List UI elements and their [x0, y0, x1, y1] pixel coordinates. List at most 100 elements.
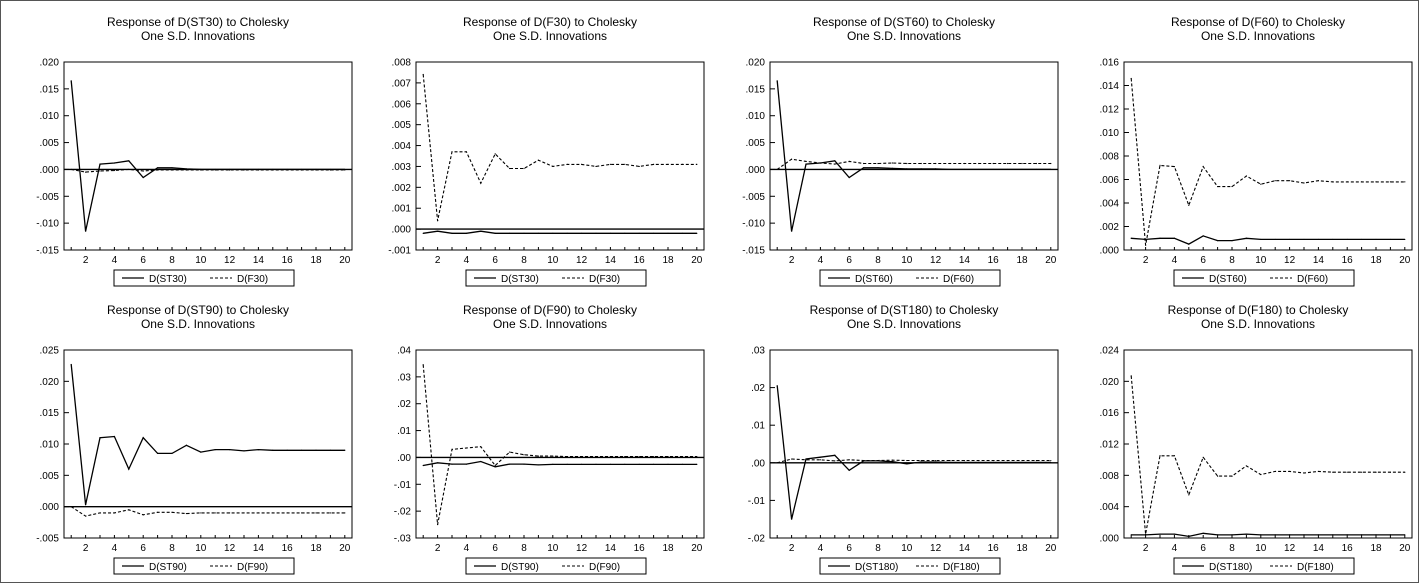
x-tick-label: 20 — [1399, 255, 1411, 266]
x-tick-label: 18 — [310, 543, 322, 554]
data-point — [537, 232, 539, 234]
data-point — [1007, 459, 1009, 462]
y-tick-label: .000 — [746, 165, 766, 176]
series-line-solid — [776, 80, 1051, 232]
data-point — [819, 456, 821, 458]
data-point — [494, 466, 496, 468]
data-point — [1332, 534, 1334, 536]
series-line-solid — [423, 460, 697, 468]
data-point — [70, 363, 72, 366]
data-point — [863, 167, 865, 169]
data-point — [609, 232, 611, 234]
data-point — [1404, 181, 1406, 183]
y-tick-label: .010 — [746, 111, 766, 122]
series-line-solid — [70, 80, 345, 232]
data-point — [667, 163, 669, 165]
plot-area — [1123, 349, 1413, 539]
data-point — [480, 446, 482, 448]
data-point — [329, 169, 331, 171]
data-point — [552, 455, 554, 457]
data-point — [963, 168, 965, 171]
x-tick-label: 12 — [1284, 255, 1296, 266]
data-point — [465, 232, 467, 234]
data-point — [509, 232, 511, 234]
data-point — [422, 232, 424, 234]
y-tick-label: .010 — [1100, 128, 1120, 139]
x-tick-label: 2 — [83, 255, 89, 266]
data-point — [595, 232, 597, 234]
legend-box — [1173, 269, 1355, 287]
x-tick-label: 8 — [521, 543, 527, 554]
data-point — [624, 232, 626, 234]
data-point — [537, 159, 539, 161]
data-point — [776, 168, 778, 171]
data-point — [523, 454, 525, 456]
x-tick-label: 18 — [310, 255, 322, 266]
y-tick-label: .008 — [1100, 471, 1120, 482]
data-point — [1159, 533, 1161, 535]
legend-label: D(ST180) — [1209, 562, 1252, 573]
data-point — [128, 509, 130, 511]
data-point — [791, 518, 793, 520]
data-point — [609, 463, 611, 466]
data-point — [963, 459, 965, 462]
data-point — [696, 463, 698, 466]
data-point — [1145, 533, 1147, 535]
chart-title: Response of D(F30) to Cholesky — [463, 15, 637, 29]
data-point — [1361, 238, 1363, 241]
data-point — [1389, 534, 1391, 536]
data-point — [581, 456, 583, 458]
data-point — [978, 461, 980, 464]
x-tick-label: 4 — [818, 255, 824, 266]
data-point — [1245, 237, 1247, 239]
x-tick-label: 20 — [1045, 255, 1057, 266]
irf-panel: Response of D(F180) to Cholesky One S.D. … — [1066, 296, 1418, 581]
data-point — [1130, 375, 1132, 377]
data-point — [949, 162, 951, 165]
data-point — [1389, 181, 1391, 183]
legend-label: D(F60) — [943, 274, 974, 285]
legend-label: D(ST90) — [149, 562, 187, 573]
data-point — [848, 459, 850, 461]
y-tick-label: .020 — [746, 58, 766, 69]
data-point — [1375, 471, 1377, 473]
x-tick-label: 10 — [1255, 543, 1267, 554]
data-point — [581, 232, 583, 234]
chart-title: Response of D(ST180) to Cholesky — [810, 303, 999, 317]
data-point — [624, 163, 626, 165]
data-point — [776, 80, 778, 82]
series-line-dashed — [422, 74, 697, 221]
data-point — [595, 463, 597, 466]
data-point — [286, 169, 288, 171]
data-point — [185, 169, 187, 171]
data-point — [113, 435, 115, 438]
data-point — [992, 162, 994, 165]
chart-subtitle: One S.D. Innovations — [847, 317, 961, 331]
y-tick-label: .000 — [40, 502, 60, 513]
data-point — [113, 169, 115, 172]
data-point — [1317, 534, 1319, 536]
data-point — [834, 460, 836, 462]
data-point — [494, 464, 496, 467]
plot-area — [63, 349, 353, 539]
data-point — [142, 176, 144, 179]
series-line-solid — [1131, 532, 1405, 538]
y-tick-label: .008 — [392, 58, 412, 69]
x-tick-label: 20 — [339, 255, 351, 266]
data-point — [848, 176, 850, 179]
x-tick-label: 10 — [195, 543, 207, 554]
data-point — [963, 461, 965, 464]
data-point — [1404, 471, 1406, 473]
chart-subtitle: One S.D. Innovations — [847, 29, 961, 43]
legend-label: D(F90) — [589, 562, 620, 573]
data-point — [638, 232, 640, 234]
x-tick-label: 10 — [547, 255, 559, 266]
x-tick-label: 6 — [846, 543, 852, 554]
chart-title: Response of D(ST30) to Cholesky — [107, 15, 289, 29]
chart-subtitle: One S.D. Innovations — [141, 317, 255, 331]
legend-box — [1173, 557, 1355, 575]
data-point — [1361, 534, 1363, 536]
data-point — [1159, 164, 1161, 166]
